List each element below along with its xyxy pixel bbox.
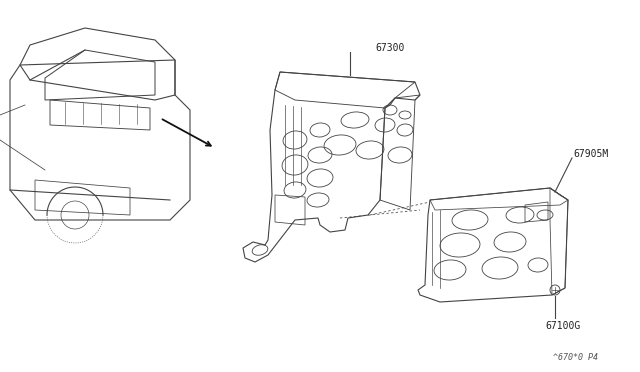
Text: 67905M: 67905M	[573, 149, 608, 159]
Text: ^670*0 P4: ^670*0 P4	[553, 353, 598, 362]
Text: 67300: 67300	[375, 43, 404, 53]
Text: 67100G: 67100G	[545, 321, 580, 331]
